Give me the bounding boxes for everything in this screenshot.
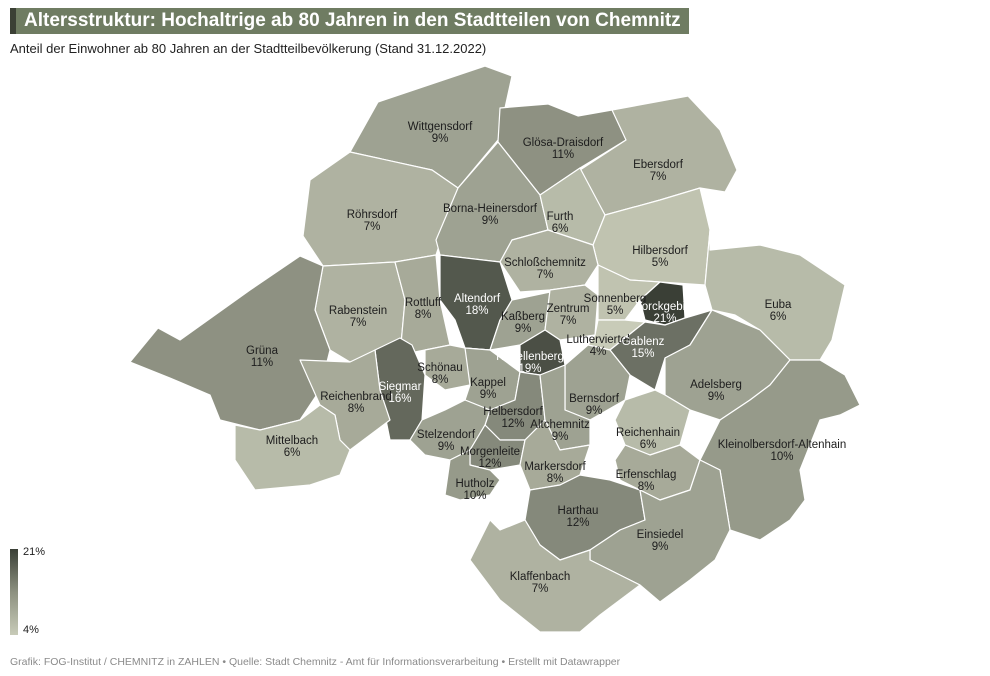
district-name-label: Wittgensdorf [408,121,473,133]
district-name-label: Schloßchemnitz [504,257,586,269]
legend-max-label: 21% [23,546,46,558]
district-name-label: Mittelbach [266,435,318,447]
district-value-label: 4% [590,346,607,358]
district-value-label: 16% [388,393,411,405]
district-name-label: Zentrum [547,303,590,315]
district-value-label: 11% [251,357,273,369]
district-value-label: 10% [463,490,486,502]
district-value-label: 9% [480,389,497,401]
district-name-label: Reichenhain [616,427,680,439]
district-name-label: Ebersdorf [633,159,684,171]
district-name-label: Euba [765,299,792,311]
district-name-label: Klaffenbach [510,571,571,583]
district-value-label: 7% [350,317,367,329]
district-value-label: 9% [432,133,449,145]
district-name-label: Glösa-Draisdorf [523,137,604,149]
district-name-label: Röhrsdorf [347,209,398,221]
district-value-label: 6% [770,311,787,323]
district-value-label: 15% [631,348,654,360]
district-value-label: 12% [478,458,501,470]
district-name-label: Erfenschlag [616,469,677,481]
district-name-label: Morgenleite [460,446,520,458]
district-value-label: 6% [552,223,569,235]
district-value-label: 7% [650,171,667,183]
district-value-label: 12% [566,517,589,529]
district-name-label: Schönau [417,362,462,374]
district-name-label: Rottluff [405,297,442,309]
color-legend: 21% 4% [10,546,90,639]
district-name-label: Stelzendorf [417,429,476,441]
district-name-label: Grüna [246,345,279,357]
district-name-label: Lutherviertel [566,334,629,346]
district-name-label: Markersdorf [524,461,586,473]
district-gruena[interactable] [129,255,331,431]
district-sonnenberg[interactable] [597,264,661,321]
district-value-label: 8% [547,473,564,485]
district-name-label: Reichenbrand [320,391,392,403]
district-value-label: 8% [432,374,449,386]
district-mittelbach[interactable] [234,404,351,491]
district-name-label: Bernsdorf [569,393,620,405]
district-value-label: 9% [438,441,455,453]
district-name-label: Einsiedel [637,529,684,541]
district-name-label: Harthau [558,505,599,517]
district-name-label: Borna-Heinersdorf [443,203,538,215]
district-name-label: Altendorf [454,293,501,305]
page-subtitle: Anteil der Einwohner ab 80 Jahren an der… [10,41,487,56]
district-value-label: 12% [501,418,524,430]
district-name-label: Kleinolbersdorf-Altenhain [718,439,847,451]
district-name-label: Siegmar [379,381,422,393]
district-value-label: 6% [640,439,657,451]
district-value-label: 8% [348,403,365,415]
district-value-label: 19% [518,363,541,375]
district-value-label: 7% [532,583,549,595]
district-value-label: 7% [560,315,577,327]
district-name-label: Gablenz [622,336,665,348]
district-hutholz[interactable] [444,449,501,501]
legend-min-label: 4% [23,624,39,636]
district-value-label: 9% [482,215,499,227]
district-value-label: 10% [770,451,793,463]
district-kleinolbersdorf-altenhain[interactable] [699,359,861,541]
district-name-label: Helbersdorf [483,406,543,418]
district-value-label: 7% [537,269,554,281]
district-name-label: Altchemnitz [530,419,590,431]
district-value-label: 9% [708,391,725,403]
district-value-label: 9% [552,431,569,443]
district-name-label: Adelsberg [690,379,742,391]
district-name-label: Kappel [470,377,506,389]
district-name-label: Kaßberg [501,311,545,323]
district-value-label: 21% [653,313,676,325]
source-footer: Grafik: FOG-Institut / CHEMNITZ in ZAHLE… [10,656,621,668]
district-stelzendorf[interactable] [409,399,491,461]
district-value-label: 6% [284,447,301,459]
district-value-label: 9% [586,405,603,417]
district-name-label: Hutholz [456,478,495,490]
district-value-label: 7% [364,221,381,233]
district-name-label: Kapellenberg [496,351,564,363]
district-name-label: Hilbersdorf [632,245,688,257]
district-value-label: 8% [415,309,432,321]
district-value-label: 11% [552,149,574,161]
district-value-label: 9% [515,323,532,335]
district-name-label: Sonnenberg [584,293,647,305]
district-euba[interactable] [704,229,846,361]
district-value-label: 8% [638,481,655,493]
district-klaffenbach[interactable] [469,519,641,633]
district-name-label: Furth [547,211,574,223]
page-title: Altersstruktur: Hochaltrige ab 80 Jahren… [10,8,689,34]
district-value-label: 5% [607,305,624,317]
district-value-label: 5% [652,257,669,269]
district-value-label: 9% [652,541,669,553]
district-name-label: Yorckgebiet [635,301,695,313]
district-name-label: Rabenstein [329,305,387,317]
legend-gradient-bar [10,549,18,635]
district-value-label: 18% [465,305,488,317]
